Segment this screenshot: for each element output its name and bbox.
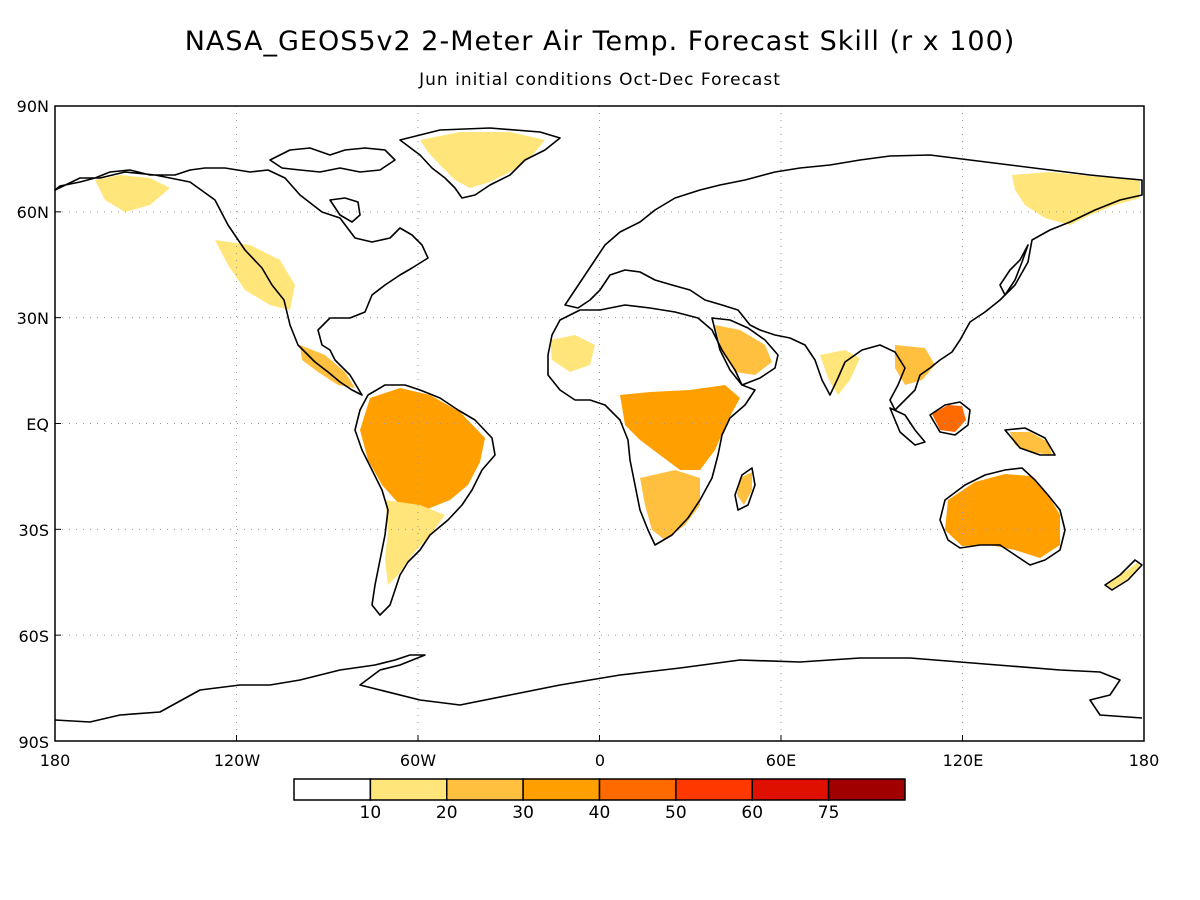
lat-labels: 90N 60N 30N EQ 30S 60S 90S (17, 97, 49, 752)
chart-title: NASA_GEOS5v2 2-Meter Air Temp. Forecast … (184, 26, 1016, 57)
colorbar-swatch (751, 778, 830, 801)
coast-antarctica (54, 654, 1143, 723)
colorbar-swatch (522, 778, 601, 801)
lon-label-180w: 180 (40, 751, 71, 770)
skill-region-new-zealand (1106, 562, 1140, 589)
coast-north-america (54, 167, 429, 396)
colorbar-label: 40 (589, 803, 611, 823)
skill-region-central-africa (620, 385, 740, 470)
colorbar-label: 30 (512, 803, 534, 823)
lat-label-30n: 30N (17, 309, 49, 328)
lat-label-30s: 30S (18, 521, 49, 540)
skill-region-western-north-america (215, 240, 295, 310)
lon-labels: 180 120W 60W 0 60E 120E 180 (40, 751, 1160, 770)
lat-label-90s: 90S (18, 733, 49, 752)
skill-region-borneo (932, 405, 966, 432)
colorbar-label: 50 (665, 803, 687, 823)
colorbar-label: 10 (360, 803, 382, 823)
gridlines (55, 106, 1144, 741)
colorbar-swatch (293, 778, 372, 801)
colorbar-swatch (446, 778, 524, 801)
skill-region-sahel-west (550, 335, 595, 372)
lat-label-60s: 60S (18, 627, 49, 646)
coast-south-america (354, 384, 496, 616)
colorbar-label: 75 (818, 803, 840, 823)
skill-region-australia (945, 474, 1060, 558)
skill-region-south-america-south (385, 500, 445, 585)
lat-label-eq: EQ (26, 415, 49, 434)
lon-label-180e: 180 (1129, 751, 1160, 770)
coast-arabia (711, 317, 779, 386)
coast-africa (547, 304, 756, 546)
coast-new-guinea (1004, 427, 1056, 456)
colorbar-swatch (827, 778, 906, 801)
coast-eurasia (564, 154, 1143, 411)
coast-new-zealand (1104, 559, 1143, 591)
coast-greenland (399, 127, 561, 199)
skill-region-new-guinea (1010, 432, 1052, 455)
skill-region-arabian-peninsula (715, 325, 772, 375)
coast-borneo (929, 401, 971, 436)
colorbar-swatch (675, 778, 753, 801)
lat-label-90n: 90N (17, 97, 49, 116)
skill-region-siberia-east (1012, 172, 1140, 225)
skill-region-alaska (95, 175, 170, 212)
colorbar-label: 60 (741, 803, 763, 823)
colorbar-swatch (369, 778, 448, 801)
lon-label-60w: 60W (400, 751, 436, 770)
lon-label-120e: 120E (943, 751, 984, 770)
colorbar-label: 20 (436, 803, 458, 823)
coast-japan (999, 244, 1029, 296)
lon-label-0: 0 (595, 751, 605, 770)
skill-region-greenland (420, 132, 545, 188)
coast-madagascar (734, 467, 756, 511)
coast-australia (939, 467, 1066, 566)
colorbar-swatch (598, 778, 677, 801)
colorbar: 10 20 30 40 50 60 75 (293, 778, 906, 823)
skill-region-central-america (300, 345, 355, 388)
coast-arctic-islands (269, 147, 396, 173)
coast-hudson-bay (329, 197, 361, 223)
axis-ticks (54, 105, 1145, 742)
chart-subtitle: Jun initial conditions Oct-Dec Forecast (419, 70, 781, 90)
coastlines (54, 127, 1143, 723)
skill-region-southern-africa (640, 470, 700, 540)
skill-region-southeast-asia (895, 345, 935, 385)
skill-region-amazon (360, 388, 485, 510)
lon-label-120w: 120W (214, 751, 261, 770)
lat-label-60n: 60N (17, 203, 49, 222)
lon-label-60e: 60E (766, 751, 796, 770)
skill-shading (95, 132, 1140, 589)
coast-sumatra (889, 407, 926, 446)
